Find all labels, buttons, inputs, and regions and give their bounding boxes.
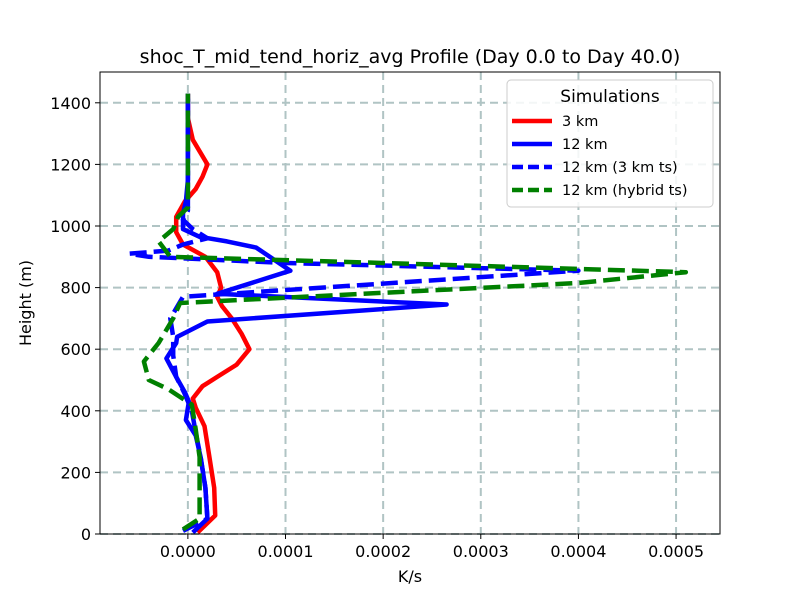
y-tick-label: 1400 (50, 94, 91, 113)
x-tick-label: 0.0002 (355, 542, 411, 561)
x-tick-label: 0.0001 (258, 542, 314, 561)
series-layer (127, 93, 689, 535)
y-tick-label: 1200 (50, 155, 91, 174)
series-line-3-km (173, 93, 252, 535)
y-axis-label: Height (m) (16, 260, 35, 346)
x-axis-label: K/s (398, 567, 422, 586)
y-tick-label: 200 (60, 463, 91, 482)
y-tick-label: 1000 (50, 217, 91, 236)
legend-label-12-km-hybrid-ts: 12 km (hybrid ts) (562, 183, 688, 199)
legend-label-12-km-3-km-ts: 12 km (3 km ts) (562, 160, 678, 176)
legend: Simulations 3 km 12 km 12 km (3 km ts) 12 k… (506, 79, 714, 208)
chart-title: shoc_T_mid_tend_horiz_avg Profile (Day 0… (140, 46, 681, 68)
y-tick-label: 400 (60, 402, 91, 421)
legend-title: Simulations (560, 87, 660, 107)
y-tick-label: 600 (60, 340, 91, 359)
legend-label-12-km: 12 km (562, 137, 608, 153)
legend-entries: 3 km 12 km 12 km (3 km ts) 12 km (hybrid ts… (512, 114, 688, 199)
legend-box (506, 79, 714, 208)
y-tick-label: 800 (60, 279, 91, 298)
x-tick-label: 0.0003 (453, 542, 509, 561)
grid (100, 72, 720, 535)
legend-label-3-km: 3 km (562, 114, 598, 130)
x-tick-label: 0.0000 (160, 542, 216, 561)
y-tick-label: 0 (81, 525, 91, 544)
plot-frame (99, 71, 721, 535)
x-tick-label: 0.0004 (550, 542, 606, 561)
x-tick-label: 0.0005 (648, 542, 704, 561)
ticks: 0.0000 0.0001 0.0002 0.0003 0.0004 0.0005 0 200… (50, 94, 704, 561)
